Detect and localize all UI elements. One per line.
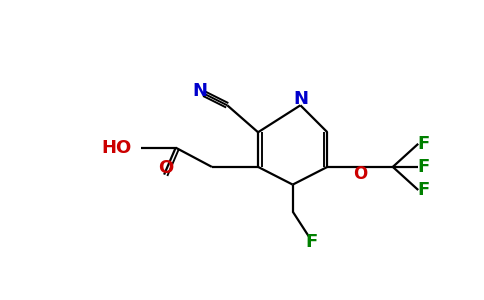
Text: HO: HO	[102, 139, 132, 157]
Text: O: O	[158, 159, 173, 177]
Text: N: N	[293, 90, 308, 108]
Text: F: F	[418, 135, 430, 153]
Text: F: F	[418, 181, 430, 199]
Text: O: O	[353, 165, 367, 183]
Text: F: F	[306, 233, 318, 251]
Text: F: F	[418, 158, 430, 176]
Text: N: N	[192, 82, 207, 100]
